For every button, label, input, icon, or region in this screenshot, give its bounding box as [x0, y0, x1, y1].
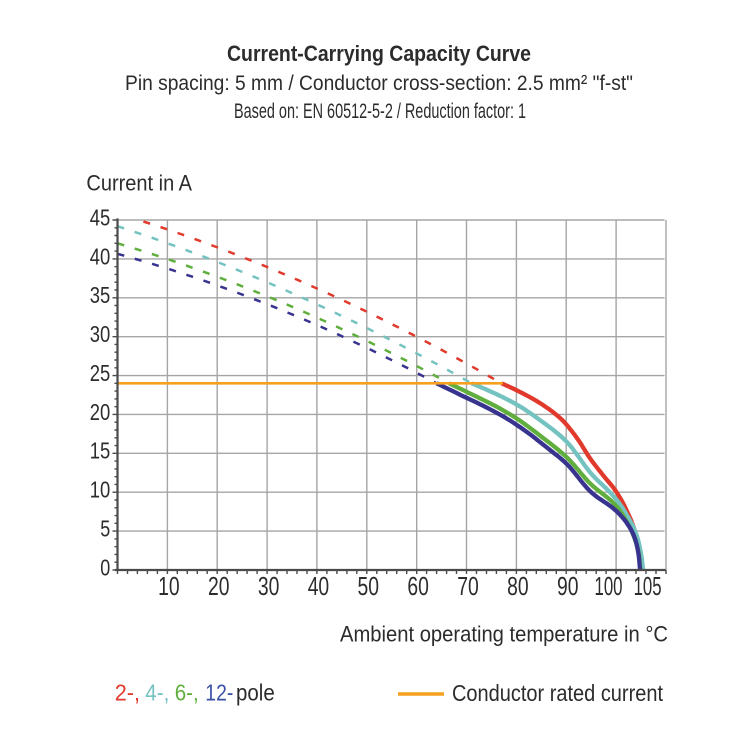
svg-text:70: 70 [457, 573, 479, 601]
svg-text:40: 40 [90, 243, 111, 269]
svg-text:50: 50 [358, 573, 380, 601]
svg-text:80: 80 [507, 573, 529, 601]
svg-text:10: 10 [90, 477, 111, 503]
svg-text:6-,: 6-, [175, 680, 199, 706]
svg-text:12-: 12- [205, 680, 233, 706]
svg-text:4-,: 4-, [145, 680, 169, 706]
svg-text:60: 60 [407, 573, 429, 601]
svg-text:30: 30 [90, 321, 111, 347]
svg-text:35: 35 [90, 282, 111, 308]
svg-text:90: 90 [557, 573, 579, 601]
svg-text:20: 20 [208, 573, 230, 601]
svg-text:20: 20 [90, 399, 111, 425]
svg-text:Current in A: Current in A [86, 170, 192, 195]
svg-text:25: 25 [90, 360, 111, 386]
svg-text:Pin spacing: 5 mm / Conductor: Pin spacing: 5 mm / Conductor cross-sect… [125, 71, 633, 95]
svg-text:30: 30 [258, 573, 280, 601]
svg-text:105: 105 [634, 573, 662, 601]
svg-text:Ambient operating temperature: Ambient operating temperature in °C [340, 622, 668, 647]
svg-text:Based on: EN 60512-5-2 / Reduc: Based on: EN 60512-5-2 / Reduction facto… [234, 99, 526, 123]
svg-text:45: 45 [90, 204, 111, 230]
svg-text:5: 5 [100, 516, 110, 542]
svg-text:10: 10 [158, 573, 180, 601]
svg-text:Current-Carrying Capacity Curv: Current-Carrying Capacity Curve [227, 41, 531, 66]
svg-text:0: 0 [100, 554, 110, 580]
svg-text:100: 100 [595, 573, 623, 601]
svg-text:Conductor rated current: Conductor rated current [452, 680, 664, 706]
svg-text:pole: pole [236, 680, 275, 706]
svg-text:40: 40 [308, 573, 330, 601]
svg-text:2-,: 2-, [115, 680, 140, 706]
svg-text:15: 15 [90, 438, 111, 464]
